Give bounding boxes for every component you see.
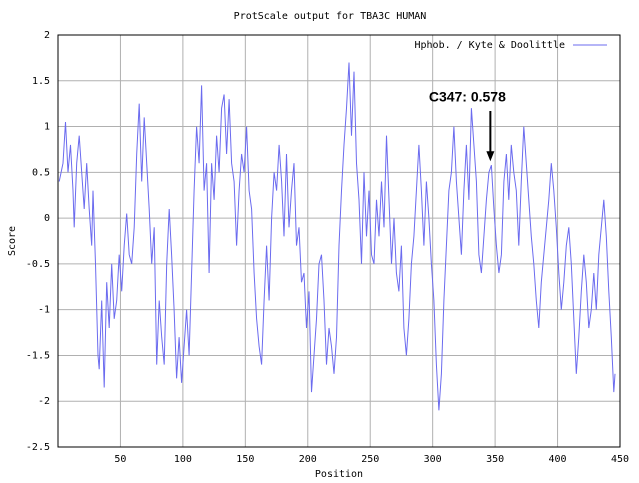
legend-label: Hphob. / Kyte & Doolittle [414, 40, 565, 51]
annotation-text: C347: 0.578 [429, 89, 506, 105]
x-tick-label: 250 [361, 454, 379, 465]
y-tick-label: 2 [44, 30, 50, 41]
x-tick-label: 400 [549, 454, 567, 465]
y-tick-label: 1 [44, 122, 50, 133]
y-tick-label: -2.5 [26, 442, 50, 453]
x-tick-label: 50 [114, 454, 126, 465]
x-tick-label: 300 [424, 454, 442, 465]
x-axis-label: Position [315, 469, 363, 480]
y-axis-label: Score [7, 226, 18, 256]
y-tick-label: -2 [38, 396, 50, 407]
chart-title: ProtScale output for TBA3C HUMAN [234, 11, 427, 22]
y-tick-label: -1 [38, 305, 50, 316]
x-tick-label: 450 [611, 454, 629, 465]
y-tick-label: -1.5 [26, 350, 50, 361]
x-tick-label: 150 [236, 454, 254, 465]
x-tick-label: 100 [174, 454, 192, 465]
plot-frame [57, 34, 621, 448]
annotation-arrowhead [486, 151, 495, 162]
x-tick-label: 350 [486, 454, 504, 465]
y-tick-label: 0.5 [32, 167, 50, 178]
y-tick-label: -0.5 [26, 259, 50, 270]
y-tick-label: 1.5 [32, 76, 50, 87]
x-tick-label: 200 [299, 454, 317, 465]
y-tick-label: 0 [44, 213, 50, 224]
data-line [58, 62, 616, 411]
